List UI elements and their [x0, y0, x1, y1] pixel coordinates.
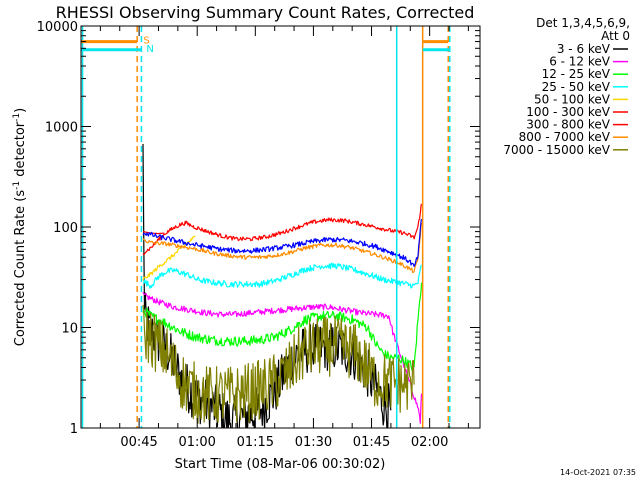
legend-label: 25 - 50 keV — [542, 80, 611, 94]
series-line-6 — [142, 231, 165, 235]
series-line-8 — [142, 304, 415, 424]
x-tick-label: 01:45 — [353, 435, 390, 450]
y-axis: 1 10 100 1000 10000 — [37, 20, 480, 437]
plot-area: SN — [80, 25, 481, 429]
legend-label: 800 - 7000 keV — [519, 130, 611, 144]
attenuator-markers: SN — [143, 36, 153, 55]
y-tick-label: 10 — [61, 322, 78, 337]
series-line-2 — [142, 282, 423, 371]
series-line-9 — [142, 218, 423, 267]
legend-label: 3 - 6 keV — [557, 42, 611, 56]
y-tick-label: 1000 — [45, 121, 78, 136]
series-line-3 — [142, 262, 422, 289]
marker-label-N: N — [146, 44, 153, 55]
legend-header-line1: Det 1,3,4,5,6,9, — [536, 16, 630, 30]
y-tick-label: 1 — [70, 422, 78, 437]
legend-label: 50 - 100 keV — [534, 92, 611, 106]
legend-header-line2: Att 0 — [601, 29, 630, 43]
x-tick-label: 01:30 — [295, 435, 332, 450]
chart-title: RHESSI Observing Summary Count Rates, Co… — [56, 3, 475, 22]
x-tick-label: 01:15 — [237, 435, 274, 450]
x-tick-label: 02:00 — [411, 435, 448, 450]
legend-label: 12 - 25 keV — [542, 67, 611, 81]
series-line-1 — [142, 291, 423, 424]
legend-label: 7000 - 15000 keV — [503, 143, 610, 157]
y-tick-label: 10000 — [37, 20, 78, 35]
x-axis: 00:45 01:00 01:15 01:30 01:45 02:00 — [80, 26, 469, 450]
legend-label: 6 - 12 keV — [549, 55, 611, 69]
y-axis-label: Corrected Count Rate (s-1 detector-1) — [12, 108, 28, 346]
marker-lines — [81, 26, 451, 428]
x-tick-label: 00:45 — [120, 435, 157, 450]
series-layer — [142, 143, 423, 428]
legend-label: 300 - 800 keV — [526, 118, 610, 132]
x-axis-label: Start Time (08-Mar-06 00:30:02) — [175, 457, 386, 472]
series-line-7 — [142, 222, 423, 273]
legend-label: 100 - 300 keV — [526, 105, 610, 119]
series-line-5 — [142, 203, 423, 256]
x-tick-label: 01:00 — [178, 435, 215, 450]
series-line-4 — [142, 235, 196, 281]
y-tick-label: 100 — [53, 221, 78, 236]
marker-label-S: S — [143, 36, 149, 47]
generated-timestamp: 14-Oct-2021 07:35 — [560, 468, 636, 477]
